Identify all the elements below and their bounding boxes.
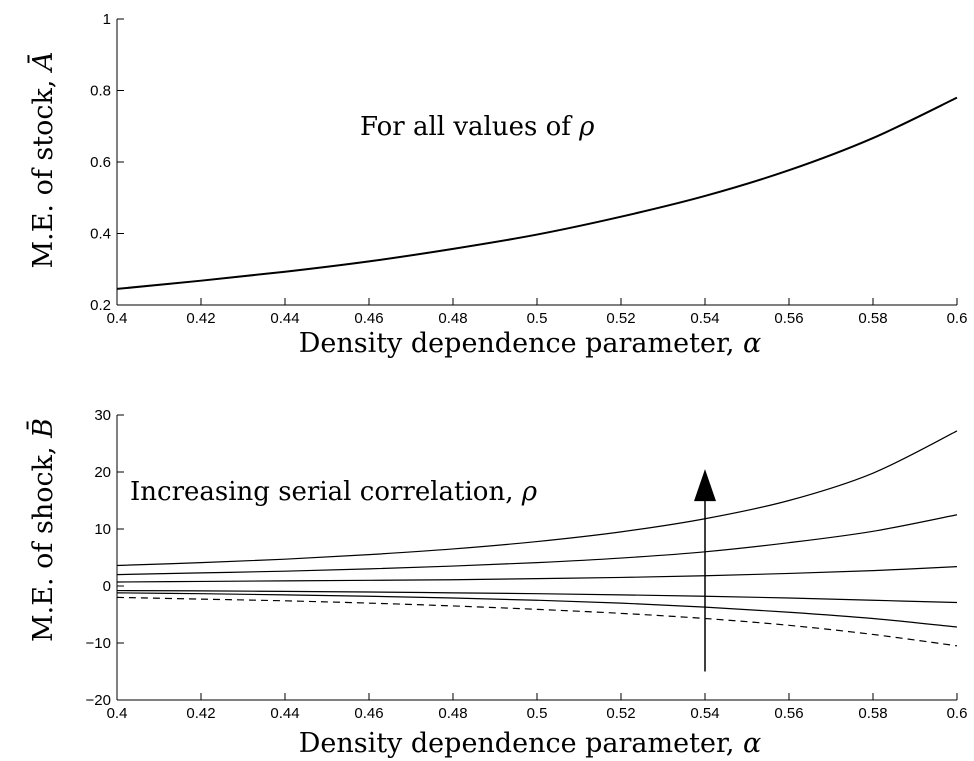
shock-series-line-3: [116, 566, 958, 583]
shock-annotation: Increasing serial correlation, ρ: [130, 477, 538, 507]
shock-x-tick-label: 0.5: [527, 705, 548, 722]
shock-axes: 0.4 0.42 0.44 0.46 0.48 0.5 0.52 0.54 0.56 0.58 0.…: [86, 407, 968, 722]
shock-series-line-5: [116, 592, 958, 628]
shock-series-line-2: [116, 514, 958, 576]
stock-x-tick-label: 0.58: [858, 310, 887, 327]
shock-y-axis-label: M.E. of shock, B̄: [25, 418, 59, 642]
stock-y-tick-label: 0.8: [90, 83, 111, 100]
shock-series-layer: [116, 430, 958, 647]
stock-axes: 0.4 0.42 0.44 0.46 0.48 0.5 0.52 0.54 0.56 0.58 0.…: [90, 11, 967, 327]
shock-y-tick-label: −20: [86, 692, 111, 709]
stock-x-axis-label: Density dependence parameter, α: [299, 328, 762, 359]
stock-x-tick-label: 0.44: [270, 310, 299, 327]
shock-x-tick-label: 0.4: [107, 705, 128, 722]
stock-series-line-1: [116, 96, 958, 290]
shock-y-tick-label: −10: [86, 635, 111, 652]
stock-y-axis-label: M.E. of stock, Ā: [26, 51, 59, 268]
stock-x-tick-label: 0.5: [527, 310, 548, 327]
shock-x-tick-label: 0.56: [774, 705, 803, 722]
stock-x-tick-label: 0.54: [690, 310, 719, 327]
shock-x-tick-label: 0.42: [186, 705, 215, 722]
stock-x-tick-label: 0.4: [107, 310, 128, 327]
stock-y-tick-label: 0.2: [90, 297, 111, 314]
shock-x-tick-label: 0.54: [690, 705, 719, 722]
stock-y-tick-label: 0.6: [90, 154, 111, 171]
shock-x-tick-label: 0.44: [270, 705, 299, 722]
shock-series-line-6: [116, 596, 958, 647]
increasing-rho-arrow: [694, 469, 716, 672]
stock-x-tick-label: 0.46: [354, 310, 383, 327]
shock-x-tick-label: 0.48: [438, 705, 467, 722]
stock-series-layer: [116, 96, 958, 290]
stock-y-tick-label: 0.4: [90, 226, 111, 243]
stock-x-tick-label: 0.42: [186, 310, 215, 327]
stock-y-tick-label: 1: [103, 11, 111, 28]
stock-x-tick-label: 0.6: [947, 310, 968, 327]
shock-y-tick-label: 0: [103, 578, 111, 595]
stock-chart: 0.4 0.42 0.44 0.46 0.48 0.5 0.52 0.54 0.56 0.58 0.…: [26, 11, 967, 359]
stock-x-tick-label: 0.56: [774, 310, 803, 327]
shock-x-tick-label: 0.46: [354, 705, 383, 722]
shock-x-axis-label: Density dependence parameter, α: [299, 728, 762, 759]
shock-x-tick-label: 0.52: [606, 705, 635, 722]
shock-x-tick-label: 0.58: [858, 705, 887, 722]
arrow-head: [694, 469, 716, 502]
shock-series-line-1: [116, 430, 958, 567]
stock-x-tick-label: 0.52: [606, 310, 635, 327]
stock-annotation: For all values of ρ: [360, 112, 595, 142]
shock-y-tick-label: 30: [94, 407, 111, 424]
shock-x-tick-label: 0.6: [947, 705, 968, 722]
shock-y-tick-label: 10: [94, 521, 111, 538]
shock-series-line-4: [116, 589, 958, 604]
stock-x-tick-label: 0.48: [438, 310, 467, 327]
shock-chart: 0.4 0.42 0.44 0.46 0.48 0.5 0.52 0.54 0.56 0.58 0.…: [25, 407, 967, 759]
shock-y-tick-label: 20: [94, 464, 111, 481]
